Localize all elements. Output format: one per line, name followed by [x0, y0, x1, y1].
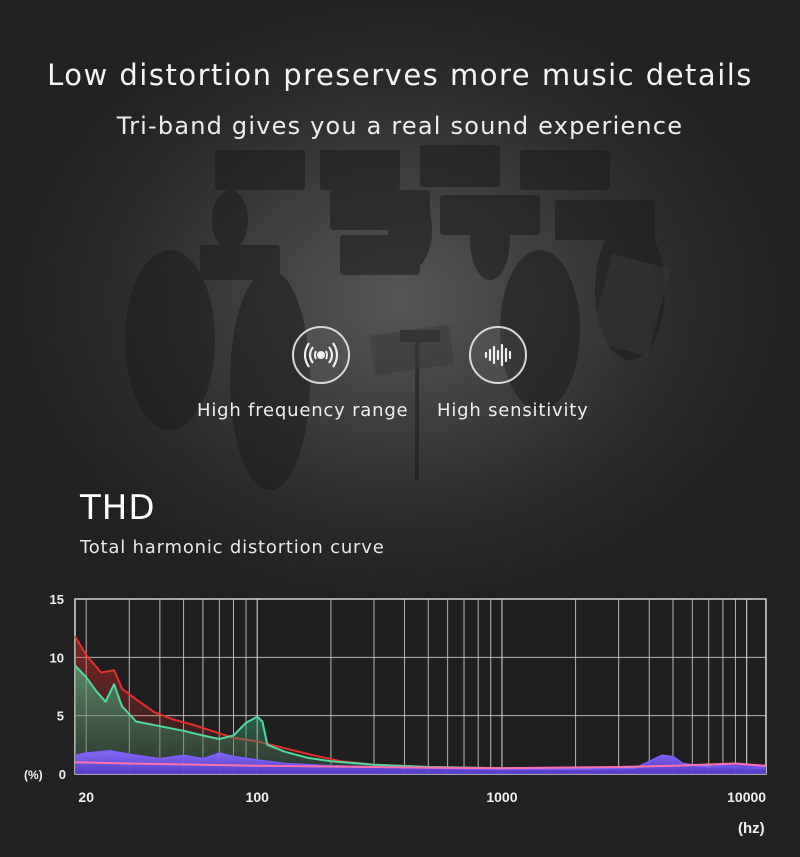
- feature-label-high-sensitivity: High sensitivity: [437, 400, 589, 421]
- series-area-2: [75, 750, 766, 774]
- orchestra-background-illustration: [0, 0, 800, 500]
- y-tick-label: 15: [50, 592, 64, 607]
- x-tick-label: 10000: [727, 789, 766, 805]
- headline: Low distortion preserves more music deta…: [47, 58, 753, 92]
- thd-chart: 15 10 5 0 20 100 1000 10000 (%) (hz): [24, 592, 767, 837]
- y-tick-labels: 15 10 5 0: [50, 592, 66, 782]
- x-tick-labels: 20 100 1000 10000: [78, 789, 766, 805]
- x-tick-label: 100: [246, 789, 270, 805]
- thd-title: THD: [80, 488, 156, 528]
- y-tick-label: 0: [59, 767, 66, 782]
- x-axis-unit-label: (hz): [738, 820, 765, 837]
- thd-subtitle: Total harmonic distortion curve: [80, 537, 385, 558]
- series-line-3: [74, 761, 767, 770]
- x-tick-label: 20: [78, 789, 94, 805]
- sound-wave-circle-icon: [292, 326, 350, 384]
- y-axis-unit-label: (%): [24, 768, 43, 782]
- subheadline: Tri-band gives you a real sound experien…: [116, 112, 684, 140]
- equalizer-bars-icon: [469, 326, 527, 384]
- series-layer: [74, 635, 767, 774]
- y-tick-label: 10: [50, 650, 64, 665]
- y-tick-label: 5: [57, 709, 64, 724]
- x-tick-label: 1000: [486, 789, 517, 805]
- series-area-1: [75, 665, 766, 774]
- feature-label-high-frequency-range: High frequency range: [197, 400, 409, 421]
